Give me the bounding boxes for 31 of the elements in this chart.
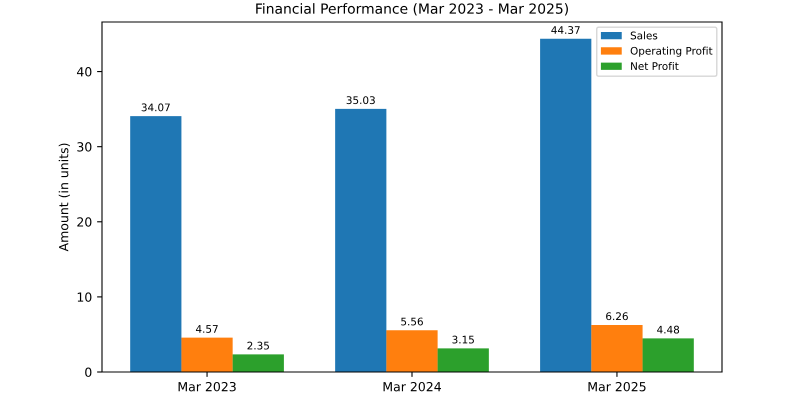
- y-tick-label: 20: [77, 217, 92, 227]
- x-tick-label: Mar 2025: [588, 382, 646, 392]
- y-tick-label: 30: [77, 142, 92, 152]
- bar: [386, 330, 438, 372]
- y-axis-title: Amount (in units): [58, 144, 70, 252]
- bar: [591, 324, 643, 372]
- bar: [335, 108, 386, 372]
- legend-label: Sales: [630, 31, 658, 40]
- data-label: 4.57: [196, 325, 218, 333]
- data-label: 3.15: [452, 336, 474, 344]
- x-tick-label: Mar 2023: [178, 382, 236, 392]
- data-label: 35.03: [346, 96, 375, 104]
- bar: [642, 338, 694, 372]
- data-label: 34.07: [142, 103, 170, 112]
- legend-label: Net Profit: [631, 62, 679, 70]
- chart-title: Financial Performance (Mar 2023 - Mar 2025): [256, 3, 568, 16]
- data-label: 2.35: [247, 342, 269, 350]
- x-tick-label: Mar 2024: [384, 382, 441, 392]
- bar: [232, 354, 284, 372]
- data-label: 6.26: [606, 312, 628, 320]
- legend-label: Operating Profit: [630, 46, 712, 57]
- data-label: 4.48: [657, 326, 680, 334]
- bar: [181, 338, 233, 372]
- bar: [540, 38, 592, 372]
- y-tick-label: 0: [85, 367, 92, 377]
- y-tick-label: 10: [78, 292, 92, 302]
- bar: [438, 348, 489, 372]
- data-label: 5.56: [401, 318, 423, 326]
- y-tick-label: 40: [76, 67, 92, 76]
- bar: [130, 116, 182, 372]
- data-label: 44.37: [551, 26, 580, 34]
